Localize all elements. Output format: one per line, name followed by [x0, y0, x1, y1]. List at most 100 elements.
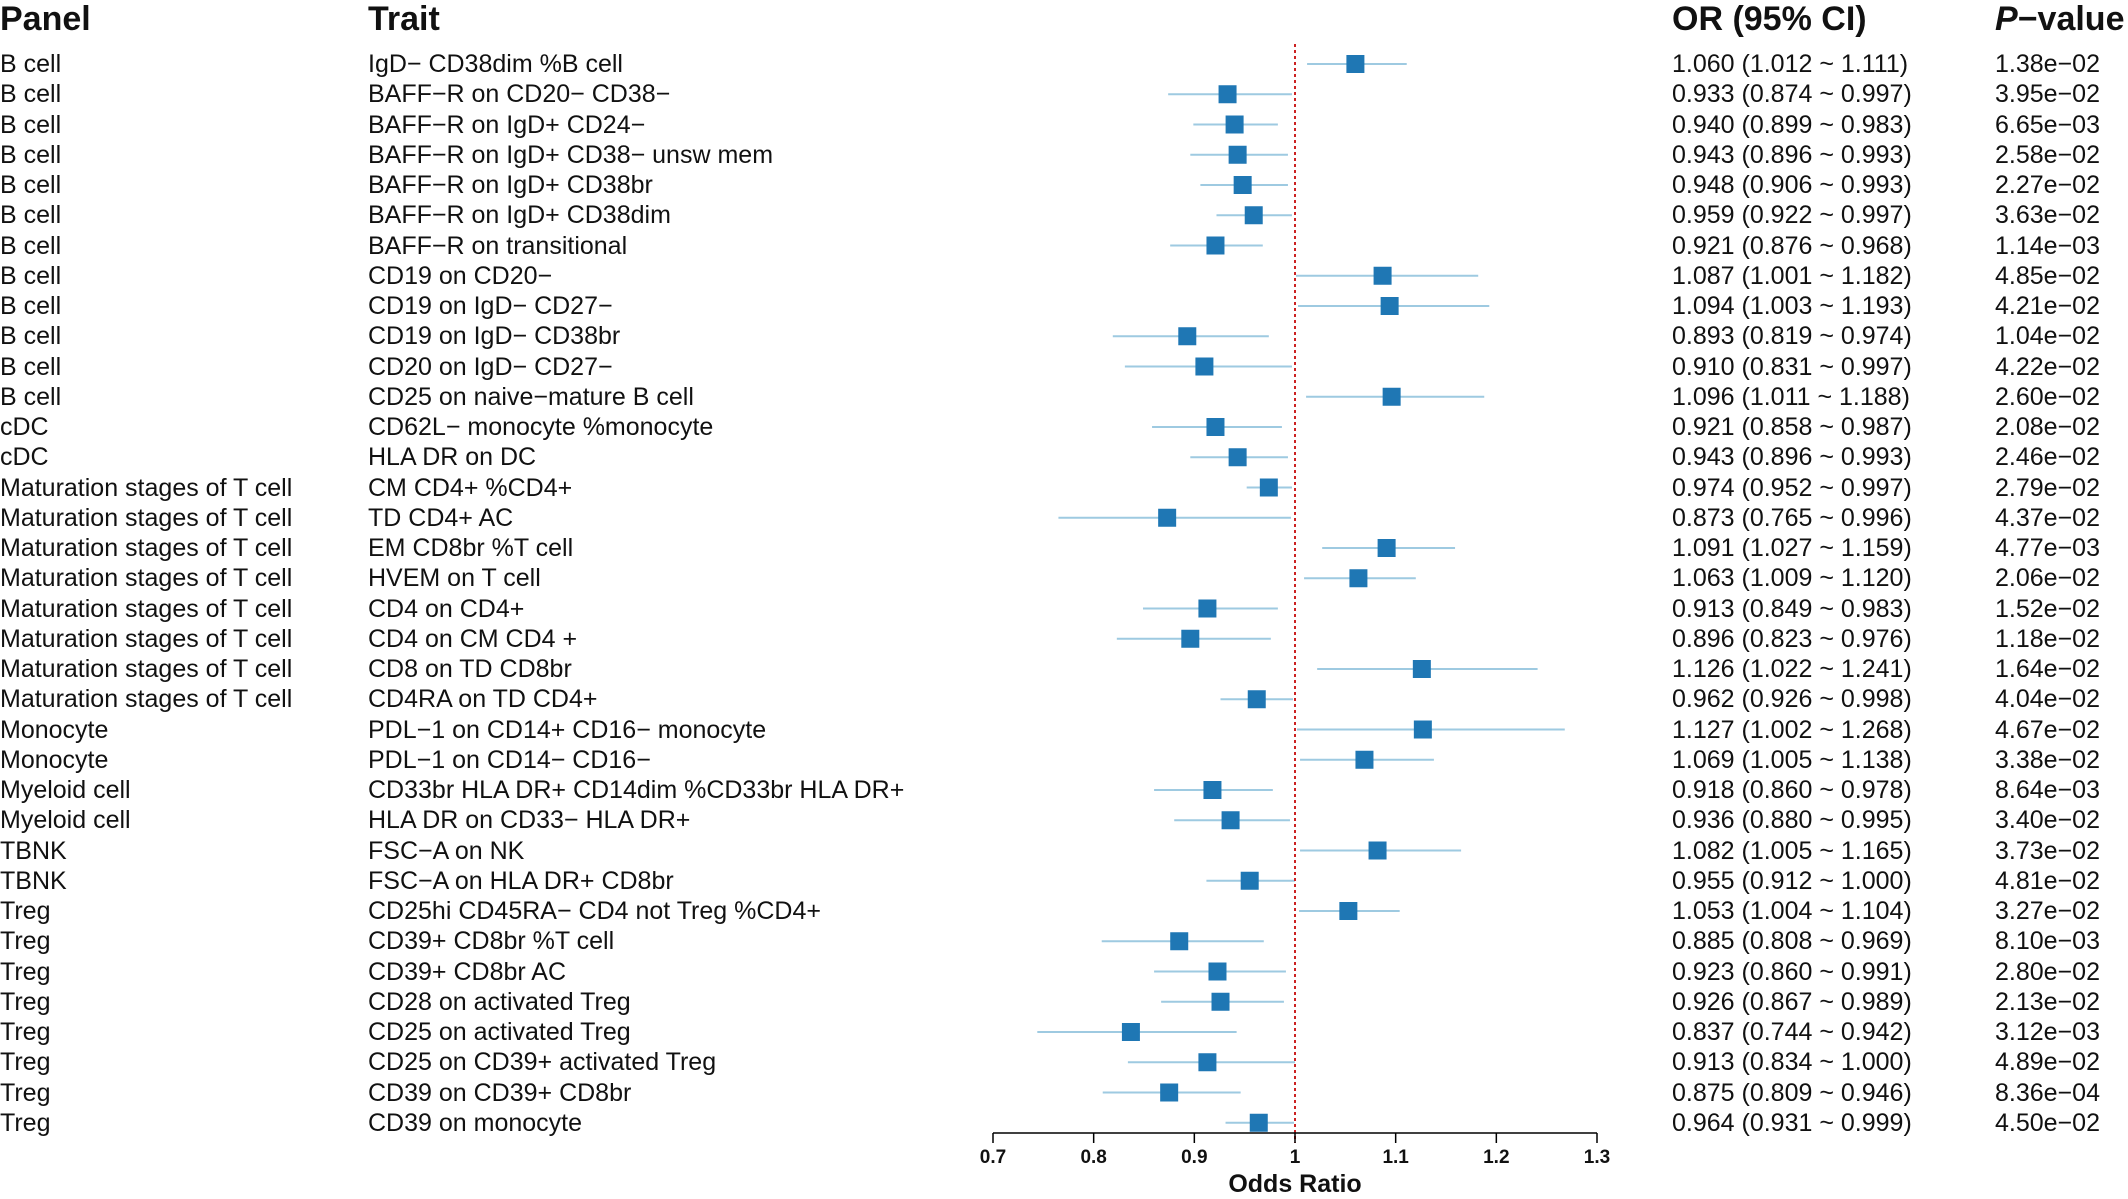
pvalue-cell: 4.22e−02: [1995, 353, 2100, 381]
trait-cell: CM CD4+ %CD4+: [368, 474, 573, 502]
pvalue-cell: 8.36e−04: [1995, 1079, 2100, 1107]
pvalue-cell: 4.81e−02: [1995, 867, 2100, 895]
panel-cell: Treg: [0, 958, 51, 986]
or-marker: [1377, 539, 1396, 557]
pvalue-header: P−value: [1995, 0, 2125, 39]
pvalue-cell: 1.18e−02: [1995, 625, 2100, 653]
trait-cell: PDL−1 on CD14− CD16−: [368, 746, 651, 774]
panel-cell: Myeloid cell: [0, 806, 131, 834]
x-tick-label: 1.2: [1483, 1147, 1509, 1168]
or-marker: [1198, 599, 1217, 618]
pvalue-cell: 2.13e−02: [1995, 988, 2100, 1016]
or-marker: [1339, 902, 1358, 920]
or-marker: [1170, 932, 1189, 951]
pvalue-header-p: P: [1995, 0, 2018, 38]
x-tick-label: 1.1: [1382, 1147, 1409, 1168]
panel-cell: B cell: [0, 141, 62, 169]
panel-cell: Treg: [0, 988, 51, 1016]
pvalue-cell: 3.40e−02: [1995, 806, 2100, 834]
pvalue-cell: 3.12e−03: [1995, 1018, 2100, 1046]
trait-cell: TD CD4+ AC: [368, 504, 514, 532]
pvalue-cell: 1.04e−02: [1995, 322, 2100, 350]
trait-cell: CD25hi CD45RA− CD4 not Treg %CD4+: [368, 897, 821, 925]
or-ci-cell: 0.926 (0.867 ~ 0.989): [1672, 988, 1912, 1016]
x-tick-label: 1.3: [1584, 1147, 1610, 1168]
panel-cell: Myeloid cell: [0, 776, 131, 804]
panel-header: Panel: [0, 0, 91, 38]
or-marker: [1382, 387, 1401, 406]
trait-cell: EM CD8br %T cell: [368, 534, 574, 562]
x-tick-label: 0.9: [1181, 1147, 1207, 1168]
trait-cell: CD8 on TD CD8br: [368, 655, 572, 683]
pvalue-cell: 1.52e−02: [1995, 595, 2100, 623]
panel-cell: B cell: [0, 262, 62, 290]
or-marker: [1349, 569, 1368, 588]
trait-cell: BAFF−R on IgD+ CD38br: [368, 171, 653, 199]
trait-cell: CD39 on monocyte: [368, 1109, 583, 1137]
trait-cell: CD39+ CD8br %T cell: [368, 927, 615, 955]
panel-cell: cDC: [0, 413, 49, 441]
or-marker: [1228, 448, 1247, 467]
panel-cell: Treg: [0, 1048, 51, 1076]
pvalue-cell: 4.89e−02: [1995, 1048, 2100, 1076]
or-marker: [1368, 841, 1387, 860]
trait-cell: CD25 on naive−mature B cell: [368, 383, 694, 411]
or-marker: [1208, 962, 1227, 981]
panel-cell: B cell: [0, 292, 62, 320]
trait-cell: CD62L− monocyte %monocyte: [368, 413, 714, 441]
pvalue-cell: 1.64e−02: [1995, 655, 2100, 683]
or-ci-cell: 0.913 (0.834 ~ 1.000): [1672, 1048, 1912, 1076]
pvalue-cell: 4.37e−02: [1995, 504, 2100, 532]
or-ci-cell: 0.918 (0.860 ~ 0.978): [1672, 776, 1912, 804]
x-tick-label: 0.8: [1080, 1147, 1106, 1168]
trait-cell: CD4 on CD4+: [368, 595, 525, 623]
trait-cell: CD33br HLA DR+ CD14dim %CD33br HLA DR+: [368, 776, 905, 804]
or-ci-cell: 1.069 (1.005 ~ 1.138): [1672, 746, 1912, 774]
panel-cell: TBNK: [0, 837, 67, 865]
or-marker: [1249, 1113, 1268, 1132]
pvalue-cell: 3.95e−02: [1995, 80, 2100, 108]
trait-cell: CD39 on CD39+ CD8br: [368, 1079, 632, 1107]
panel-cell: B cell: [0, 353, 62, 381]
trait-cell: FSC−A on NK: [368, 837, 525, 865]
panel-cell: Maturation stages of T cell: [0, 504, 293, 532]
panel-cell: Monocyte: [0, 716, 109, 744]
panel-cell: B cell: [0, 232, 62, 260]
trait-cell: CD20 on IgD− CD27−: [368, 353, 613, 381]
panel-cell: Treg: [0, 1018, 51, 1046]
or-ci-cell: 1.053 (1.004 ~ 1.104): [1672, 897, 1912, 925]
or-ci-cell: 0.964 (0.931 ~ 0.999): [1672, 1109, 1912, 1137]
or-ci-cell: 1.094 (1.003 ~ 1.193): [1672, 292, 1912, 320]
trait-cell: FSC−A on HLA DR+ CD8br: [368, 867, 674, 895]
or-ci-cell: 0.885 (0.808 ~ 0.969): [1672, 927, 1912, 955]
trait-cell: BAFF−R on CD20− CD38−: [368, 80, 671, 108]
or-ci-cell: 1.126 (1.022 ~ 1.241): [1672, 655, 1912, 683]
panel-cell: Maturation stages of T cell: [0, 564, 293, 592]
pvalue-cell: 4.21e−02: [1995, 292, 2100, 320]
or-marker: [1178, 327, 1197, 346]
pvalue-cell: 4.50e−02: [1995, 1109, 2100, 1137]
or-ci-cell: 1.087 (1.001 ~ 1.182): [1672, 262, 1912, 290]
trait-cell: CD25 on CD39+ activated Treg: [368, 1048, 717, 1076]
trait-cell: BAFF−R on transitional: [368, 232, 628, 260]
or-marker: [1195, 357, 1214, 376]
or-ci-cell: 0.910 (0.831 ~ 0.997): [1672, 353, 1912, 381]
or-marker: [1198, 1053, 1217, 1072]
panel-cell: Treg: [0, 1109, 51, 1137]
or-ci-header: OR (95% CI): [1672, 0, 1867, 38]
pvalue-header-suffix: −value: [2017, 0, 2125, 38]
or-marker: [1206, 236, 1225, 255]
or-marker: [1240, 871, 1259, 890]
or-marker: [1380, 297, 1399, 315]
pvalue-cell: 6.65e−03: [1995, 111, 2100, 139]
panel-cell: TBNK: [0, 867, 67, 895]
or-ci-cell: 1.127 (1.002 ~ 1.268): [1672, 716, 1912, 744]
x-axis-label: Odds Ratio: [1228, 1170, 1361, 1198]
pvalue-cell: 3.63e−02: [1995, 201, 2100, 229]
or-marker: [1221, 811, 1240, 830]
trait-cell: HLA DR on DC: [368, 443, 537, 471]
or-marker: [1160, 1083, 1179, 1102]
or-ci-cell: 1.091 (1.027 ~ 1.159): [1672, 534, 1912, 562]
or-marker: [1244, 206, 1263, 225]
